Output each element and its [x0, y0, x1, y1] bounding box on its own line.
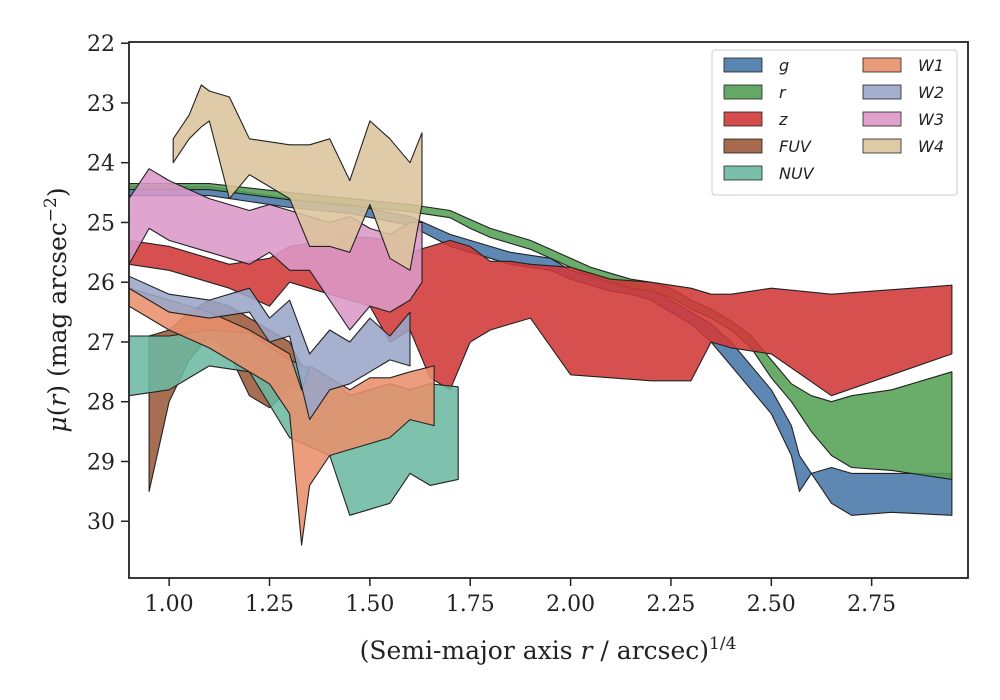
legend-label-w3: W3 [918, 110, 944, 129]
x-axis-label: (Semi-major axis r / arcsec)1/4 [360, 634, 737, 665]
x-tick-label: 1.00 [145, 592, 194, 617]
y-tick-label: 26 [87, 271, 115, 296]
legend-swatch-g [723, 57, 763, 73]
x-tick-label: 2.50 [747, 592, 796, 617]
y-tick-label: 25 [87, 211, 115, 236]
legend-swatch-r [723, 84, 763, 100]
legend-swatch-fuv [723, 138, 763, 154]
legend-swatch-w2 [862, 84, 902, 100]
y-tick-label: 22 [87, 32, 115, 57]
legend-swatch-w3 [862, 111, 902, 127]
y-axis-label: μ(r) (mag arcsec−2) [41, 187, 72, 432]
y-tick-label: 27 [87, 331, 115, 356]
legend-label-w2: W2 [918, 83, 944, 102]
series-band-w3 [129, 168, 423, 331]
x-tick-label: 1.75 [446, 592, 495, 617]
legend-swatch-z [723, 111, 763, 127]
series-band-w1 [129, 287, 435, 546]
series-band-r [129, 183, 953, 480]
y-tick-label: 29 [87, 450, 115, 475]
y-tick-label: 28 [87, 391, 115, 416]
legend-swatch-nuv [723, 165, 763, 181]
plot-frame [128, 41, 969, 579]
y-tick-label: 24 [87, 152, 115, 177]
x-axis: 1.00 1.25 1.50 1.75 2.00 2.25 2.50 2.75 [145, 578, 896, 617]
y-axis: 22 23 24 25 26 27 28 29 30 [87, 32, 129, 535]
series-band-w2 [129, 275, 411, 421]
x-tick-label: 2.75 [847, 592, 896, 617]
legend-label-fuv: FUV [779, 137, 812, 156]
x-tick-label: 2.25 [646, 592, 695, 617]
legend-label-z: z [778, 110, 788, 129]
x-tick-label: 1.50 [345, 592, 394, 617]
legend-label-r: r [779, 83, 787, 102]
series-band-w4 [172, 84, 423, 271]
legend-swatch-w1 [862, 57, 902, 73]
y-tick-label: 30 [87, 510, 115, 535]
legend-swatch-w4 [862, 138, 902, 154]
x-tick-label: 1.25 [245, 592, 294, 617]
series-bands [129, 84, 953, 546]
legend: grz FUV NUV W1 W2 W3 W4 [711, 49, 958, 196]
legend-label-g: g [779, 56, 789, 75]
legend-label-nuv: NUV [779, 164, 815, 183]
legend-label-w1: W1 [918, 56, 944, 75]
x-tick-label: 2.00 [546, 592, 595, 617]
y-tick-label: 23 [87, 92, 115, 117]
legend-label-w4: W4 [918, 137, 944, 156]
